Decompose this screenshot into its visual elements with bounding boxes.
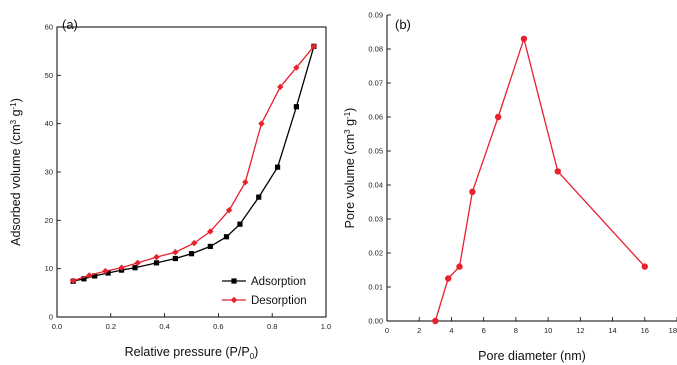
data-point-desorption [242, 178, 249, 186]
data-point-adsorption [274, 164, 281, 170]
x-tick-label: 0.4 [159, 322, 169, 331]
x-tick-label: 0.0 [52, 322, 62, 331]
x-tick-label: 0.8 [267, 322, 277, 331]
y-tick-label: 30 [45, 168, 53, 177]
data-point-desorption [118, 264, 125, 271]
x-tick-label: 6 [482, 326, 486, 335]
y-tick-label: 0.06 [368, 113, 383, 122]
y-tick-label: 0.00 [368, 317, 383, 326]
data-point-desorption [190, 239, 198, 247]
y-axis-title-sup: -1 [9, 102, 18, 110]
y-axis-title-sup: 3 [343, 129, 352, 134]
y-tick-label: 0.03 [368, 215, 383, 224]
x-tick-label: 4 [449, 326, 453, 335]
data-point-pore-volume [554, 168, 561, 175]
y-tick-label: 0 [49, 313, 53, 322]
data-point-adsorption [172, 255, 178, 262]
y-tick-label: 50 [45, 71, 53, 80]
data-point-desorption [258, 120, 265, 127]
data-point-desorption [172, 249, 179, 256]
y-tick-label: 60 [45, 23, 53, 32]
data-point-desorption [102, 267, 109, 275]
data-point-pore-volume [494, 113, 502, 121]
x-axis-title: Pore diameter (nm) [478, 349, 586, 363]
legend-marker-adsorption [231, 278, 237, 284]
data-point-desorption [293, 64, 300, 71]
data-point-desorption [277, 83, 284, 91]
y-axis-title-sup: 3 [9, 119, 18, 124]
data-point-adsorption [207, 243, 213, 250]
data-point-adsorption [81, 276, 87, 282]
y-tick-label: 0.09 [368, 11, 383, 20]
y-tick-label: 40 [45, 119, 53, 128]
x-tick-label: 1.0 [321, 322, 331, 331]
x-axis-title: Relative pressure (P/P0) [125, 345, 259, 361]
y-axis-title: Adsorbed volume (cm3 g-1) [9, 98, 23, 246]
y-axis-title-mid: g [9, 109, 23, 119]
panel-b-pore-distribution: 0 2 4 6 8 10 12 14 16 18 0.00 0.01 0.02 0.03 0.04 0.05 0… [343, 11, 677, 363]
x-tick-label: 0.2 [106, 322, 116, 331]
y-axis-title: Pore volume (cm3 g-1) [343, 108, 357, 229]
y-tick-label: 0.05 [368, 147, 383, 156]
panel-label: (b) [395, 17, 411, 32]
data-point-desorption [134, 259, 141, 267]
data-point-pore-volume [520, 35, 528, 42]
x-tick-label: 0.6 [213, 322, 223, 331]
y-axis-title-tail: ) [343, 108, 357, 112]
data-point-adsorption [293, 104, 300, 110]
y-tick-label: 0.07 [368, 79, 383, 88]
x-tick-label: 8 [514, 326, 518, 335]
x-tick-label: 16 [641, 326, 649, 335]
data-point-desorption [225, 206, 233, 214]
y-tick-label: 0.01 [368, 283, 383, 292]
legend: Adsorption Desorption [222, 276, 307, 307]
data-point-desorption [69, 277, 77, 284]
data-point-desorption [310, 43, 318, 50]
data-point-desorption [86, 272, 93, 279]
data-point-adsorption [132, 265, 138, 271]
data-point-pore-volume [432, 317, 439, 325]
series-line-desorption [72, 45, 315, 282]
data-point-pore-volume [469, 188, 476, 195]
data-point-adsorption [92, 273, 98, 279]
x-axis-title-sub: 0 [250, 352, 255, 361]
y-tick-label: 10 [45, 264, 53, 273]
y-axis-title-tail: ) [9, 98, 23, 102]
data-point-pore-volume [456, 263, 463, 270]
legend-label-adsorption: Adsorption [251, 276, 306, 288]
x-axis-title-tail: ) [254, 345, 258, 359]
x-tick-label: 0 [385, 326, 389, 335]
panel-a-isotherm: 0.0 0.2 0.4 0.6 0.8 1.00102030405060Relative … [9, 17, 331, 361]
y-tick-label: 0.04 [368, 181, 383, 190]
data-point-adsorption [188, 251, 195, 257]
y-axis-title-sup: -1 [343, 111, 352, 119]
data-point-pore-volume [445, 275, 452, 282]
data-point-desorption [207, 228, 214, 235]
legend-marker-desorption [230, 296, 238, 304]
data-point-adsorption [105, 270, 111, 276]
series-line-adsorption [72, 46, 315, 282]
x-tick-label: 10 [544, 326, 552, 335]
y-tick-label: 0.02 [368, 249, 383, 258]
x-tick-label: 2 [417, 326, 421, 335]
x-tick-label: 14 [608, 326, 616, 335]
legend-label-desorption: Desorption [251, 295, 307, 307]
data-point-desorption [153, 253, 160, 261]
data-point-adsorption [237, 221, 243, 227]
y-tick-label: 0.08 [368, 45, 383, 54]
y-axis-title-mid: g [343, 119, 357, 129]
x-tick-label: 18 [669, 326, 677, 335]
series-line-pore-volume [434, 36, 646, 322]
y-tick-label: 20 [45, 216, 53, 225]
data-point-pore-volume [641, 263, 648, 270]
data-point-adsorption [153, 260, 160, 266]
x-tick-label: 12 [576, 326, 584, 335]
data-point-adsorption [223, 234, 230, 240]
panel-label: (a) [62, 17, 78, 32]
data-point-adsorption [256, 194, 262, 200]
